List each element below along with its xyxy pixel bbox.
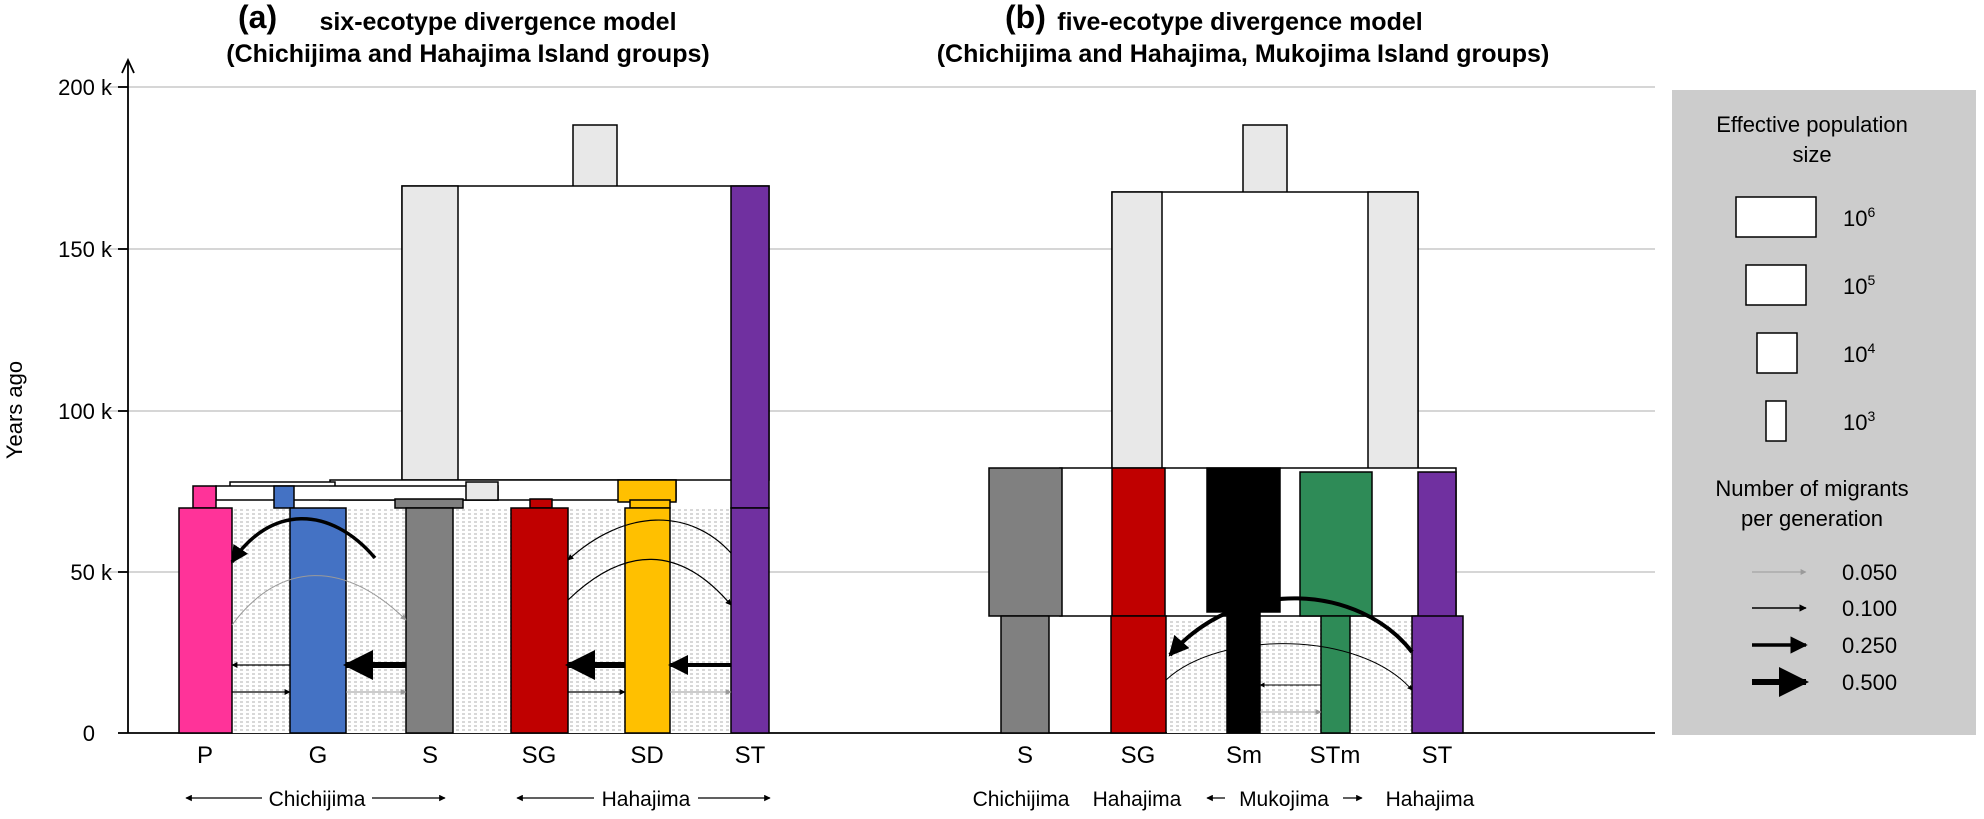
legend-size-box-1e6 (1735, 196, 1817, 238)
legend-size-title: Effective population (1716, 112, 1908, 137)
legend-size-box-1e4 (1756, 332, 1798, 374)
population-bar-G (289, 507, 347, 734)
legend-size-1e6: 106 (1843, 204, 1875, 231)
legend-size-box-1e5 (1745, 264, 1807, 306)
pop-label-SG-b: SG (1121, 742, 1156, 769)
panel-a-migration-arrows (230, 517, 732, 695)
panel-b-migration-arrows (1165, 596, 1414, 715)
legend-size-box-1e3 (1765, 400, 1787, 442)
panel-b-tag: (b) (1005, 0, 1046, 35)
panel-b-title: five-ecotype divergence model (1057, 8, 1422, 36)
panel-a-P-stub (192, 485, 217, 509)
panel-a-S-ancestral-branch (401, 185, 459, 481)
panel-a-tree (178, 124, 770, 734)
pop-label-G: G (309, 742, 328, 769)
legend-rate-0-050: 0.050 (1842, 560, 1897, 585)
y-tick-label-200k: 200 k (58, 75, 113, 100)
migration-arrow-ST-to-SD (567, 519, 732, 561)
migration-arrow-SG-to-ST (1165, 643, 1413, 691)
y-tick-label-0: 0 (83, 721, 95, 746)
population-bar-S-b (1000, 615, 1050, 734)
population-bar-ST (730, 507, 770, 734)
panel-b-ancestral-bar (1111, 191, 1419, 471)
group-label-chichijima-b: Chichijima (973, 788, 1070, 811)
migration-arrow-ST-to-SG (1168, 596, 1414, 657)
panel-b-migration-area (1167, 620, 1412, 733)
panel-a-SD-neck (629, 499, 671, 509)
y-ticks (118, 86, 128, 734)
panel-b-STm-upper (1299, 471, 1373, 617)
legend-size-1e5: 105 (1843, 272, 1875, 299)
pop-label-SD: SD (630, 742, 663, 769)
panel-a-root-stub (572, 124, 618, 188)
panel-a-S-stub (465, 481, 499, 501)
panel-b-tree (988, 124, 1464, 734)
pop-label-STm: STm (1310, 742, 1361, 769)
panel-a-SD-cap (617, 479, 677, 503)
panel-a-S-cap (394, 498, 464, 509)
population-bar-SG (510, 507, 569, 734)
y-axis-label: Years ago (2, 361, 27, 459)
group-label-mukojima: Mukojima (1239, 788, 1329, 811)
panel-a-SG-stub (529, 498, 553, 509)
population-bar-P (178, 507, 233, 734)
legend-size-1e4: 104 (1843, 340, 1875, 367)
legend-background (1672, 90, 1976, 735)
panel-b-right-ancestral-branch (1367, 191, 1419, 471)
pop-label-SG: SG (522, 742, 557, 769)
panel-a-title: six-ecotype divergence model (319, 8, 676, 36)
y-tick-label-50k: 50 k (70, 560, 113, 585)
panel-a-tag: (a) (238, 0, 277, 35)
panel-b-Sm-upper (1206, 467, 1281, 613)
legend-rate-0-100: 0.100 (1842, 596, 1897, 621)
y-tick-label-150k: 150 k (58, 237, 113, 262)
panel-a-ancestral-bar (401, 185, 770, 481)
y-tick-label-100k: 100 k (58, 399, 113, 424)
panel-b-subtitle: (Chichijima and Hahajima, Mukojima Islan… (937, 40, 1550, 68)
group-label-hahajima-b1: Hahajima (1093, 788, 1182, 811)
panel-b-SG-upper (1111, 467, 1166, 617)
migration-arrow-SG-to-ST (567, 558, 732, 606)
population-bar-Sm (1226, 611, 1261, 734)
legend-rate-0-500: 0.500 (1842, 670, 1897, 695)
legend-size-title-2: size (1792, 142, 1831, 167)
panel-b-left-ancestral-branch (1111, 191, 1163, 471)
panel-a-ST-upper-branch (730, 185, 770, 509)
pop-label-P: P (197, 742, 213, 769)
population-bar-SD (624, 507, 671, 734)
group-label-chichijima-a: Chichijima (269, 788, 366, 811)
pop-label-Sm: Sm (1226, 742, 1262, 769)
legend-migrants-title-2: per generation (1741, 506, 1883, 531)
pop-label-S: S (422, 742, 438, 769)
legend-panel: Effective population size 106 105 104 10… (1672, 90, 1976, 735)
panel-a-merge-bar-1 (215, 485, 499, 501)
panel-b-ST-upper (1417, 471, 1457, 621)
panel-b-root-stub (1242, 124, 1288, 194)
migration-arrow-S-to-P (230, 517, 377, 564)
population-bar-SG-b (1110, 615, 1167, 734)
panel-a-subtitle: (Chichijima and Hahajima Island groups) (226, 40, 709, 68)
migration-arrow-P-to-S (231, 575, 407, 626)
group-label-hahajima-b2: Hahajima (1386, 788, 1475, 811)
panel-b-S-upper (988, 467, 1063, 617)
y-axis-arrowhead (121, 57, 135, 74)
legend-rate-0-250: 0.250 (1842, 633, 1897, 658)
pop-label-ST-b: ST (1422, 742, 1453, 769)
population-bar-S (405, 507, 454, 734)
legend-migrants-title: Number of migrants (1715, 476, 1908, 501)
population-bar-ST-b (1411, 615, 1464, 734)
legend-size-1e3: 103 (1843, 408, 1875, 435)
group-label-hahajima-a: Hahajima (602, 788, 691, 811)
pop-label-ST: ST (735, 742, 766, 769)
panel-a-G-stub (273, 485, 295, 509)
pop-label-S-b: S (1017, 742, 1033, 769)
population-bar-STm (1320, 615, 1351, 734)
